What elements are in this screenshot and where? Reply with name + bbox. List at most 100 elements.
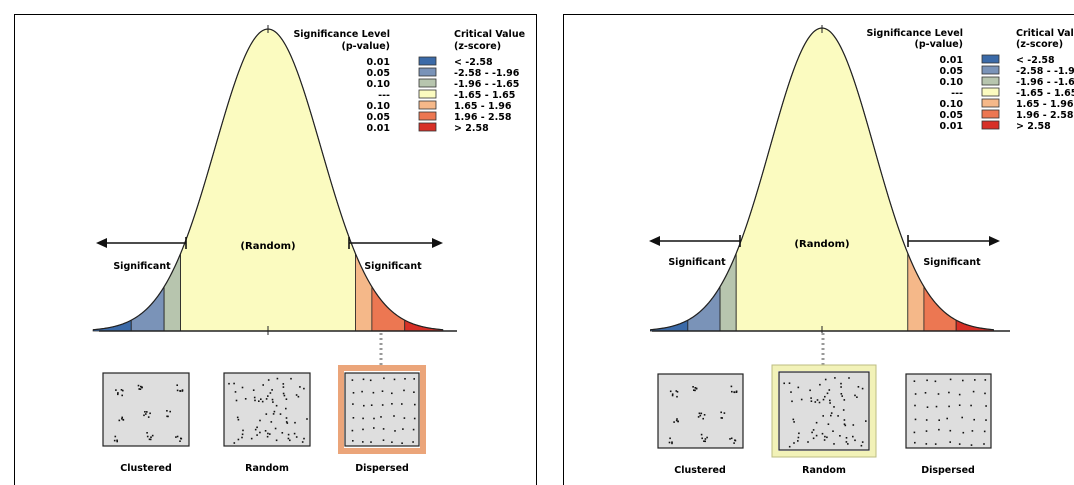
pattern-dot xyxy=(244,398,247,400)
pattern-dot xyxy=(733,391,736,394)
legend-z-range: 1.96 - 2.58 xyxy=(454,112,512,123)
pattern-dots-dispersed xyxy=(351,377,416,444)
pattern-dot xyxy=(279,413,282,415)
pattern-dot xyxy=(273,410,276,413)
pattern-dot xyxy=(914,441,916,444)
pattern-dot xyxy=(181,390,184,392)
pattern-dot xyxy=(958,393,961,396)
pattern-dot xyxy=(793,442,795,444)
arrow-left-head xyxy=(649,236,660,246)
pattern-dot xyxy=(826,436,828,439)
pattern-dot xyxy=(285,398,288,400)
pattern-dot xyxy=(274,427,277,430)
pattern-dot xyxy=(962,379,964,382)
arrow-left-head xyxy=(96,238,107,248)
pattern-dot xyxy=(116,440,118,443)
pattern-dot xyxy=(290,377,292,380)
pattern-box-dispersed xyxy=(905,373,992,449)
pattern-dot xyxy=(169,410,171,413)
legend-rows: 0.01 < -2.58 0.05 -2.58 - -1.96 0.10 -1.96 - … xyxy=(367,56,520,134)
pattern-dot xyxy=(256,434,258,436)
pattern-dot xyxy=(275,404,278,407)
pattern-dot xyxy=(937,393,940,395)
legend-swatch xyxy=(418,67,437,77)
pattern-dot xyxy=(401,442,403,444)
legend-z-range: -2.58 - -1.96 xyxy=(454,68,520,79)
pattern-dot xyxy=(236,416,239,419)
pattern-dot xyxy=(295,436,298,438)
pattern-dot xyxy=(373,427,375,429)
pattern-dot xyxy=(121,416,123,419)
pattern-label-random: Random xyxy=(245,463,289,474)
legend-p-value: 0.10 xyxy=(367,79,391,90)
pattern-label-dispersed: Dispersed xyxy=(921,465,975,476)
pattern-dot xyxy=(293,432,296,435)
pattern-dot xyxy=(241,436,243,439)
pattern-dot xyxy=(733,442,735,444)
legend-sig-header-1: Significance Level xyxy=(866,28,963,39)
pattern-dot xyxy=(412,428,415,431)
pattern-dot xyxy=(265,413,268,415)
pattern-dot xyxy=(363,404,365,407)
pattern-dot xyxy=(958,404,961,406)
pattern-dot xyxy=(819,383,821,386)
pattern-dot xyxy=(815,434,818,437)
pattern-dot xyxy=(175,436,177,438)
pattern-dot xyxy=(913,431,916,434)
pattern-dot xyxy=(783,382,785,385)
pattern-dot xyxy=(845,441,848,443)
pattern-dot xyxy=(391,392,393,395)
pattern-dot xyxy=(391,441,393,443)
pattern-dot xyxy=(839,435,841,437)
pattern-dot xyxy=(237,418,240,421)
pattern-dot xyxy=(402,428,404,430)
legend-sig-header-1: Significance Level xyxy=(293,29,390,40)
pattern-label-dispersed: Dispersed xyxy=(355,463,409,474)
pattern-dot xyxy=(282,386,285,388)
pattern-dot xyxy=(370,441,372,443)
pattern-dot xyxy=(413,417,416,420)
pattern-dot xyxy=(949,441,951,443)
pattern-dot xyxy=(692,386,694,388)
pattern-dot xyxy=(946,417,948,420)
diagram-right: (Random) Significant Significant Signifi… xyxy=(649,25,1074,476)
pattern-dot xyxy=(788,445,791,448)
label-significant-left: Significant xyxy=(668,257,726,268)
pattern-dot xyxy=(797,440,799,442)
pattern-dot xyxy=(380,416,382,418)
region-random xyxy=(735,27,909,332)
pattern-dot xyxy=(840,382,842,385)
legend-swatch xyxy=(418,111,437,121)
pattern-dot xyxy=(235,399,238,402)
pattern-dot xyxy=(176,389,179,392)
pattern-dot xyxy=(286,422,289,424)
pattern-dot xyxy=(809,389,811,392)
pattern-dot xyxy=(383,377,385,380)
pattern-dot xyxy=(925,419,928,421)
legend-sig-header-2: (p-value) xyxy=(915,39,964,50)
legend: Significance Level (p-value) Critical Va… xyxy=(866,28,1074,132)
legend-sig-header-2: (p-value) xyxy=(342,41,391,52)
legend-z-range: < -2.58 xyxy=(1016,55,1055,66)
pattern-dot xyxy=(788,382,791,384)
pattern-dot xyxy=(413,391,415,393)
label-random: (Random) xyxy=(240,241,295,252)
pattern-dot xyxy=(985,405,987,407)
pattern-dot xyxy=(256,426,258,429)
pattern-dot xyxy=(306,418,308,420)
pattern-label-clustered: Clustered xyxy=(120,463,172,474)
pattern-dot xyxy=(282,383,285,385)
pattern-dot xyxy=(935,405,938,408)
pattern-dot xyxy=(845,437,848,439)
pattern-dot xyxy=(844,424,847,427)
pattern-dot xyxy=(673,421,675,423)
pattern-dots-clustered xyxy=(113,384,184,443)
highlight-frame-random-outline xyxy=(771,364,877,458)
pattern-dot xyxy=(303,437,305,440)
pattern-box-dispersed xyxy=(344,372,420,447)
pattern-dot xyxy=(369,379,372,382)
pattern-dot xyxy=(958,443,961,445)
pattern-dot xyxy=(938,428,940,431)
pattern-dot xyxy=(856,396,858,398)
pattern-dot xyxy=(723,412,726,414)
